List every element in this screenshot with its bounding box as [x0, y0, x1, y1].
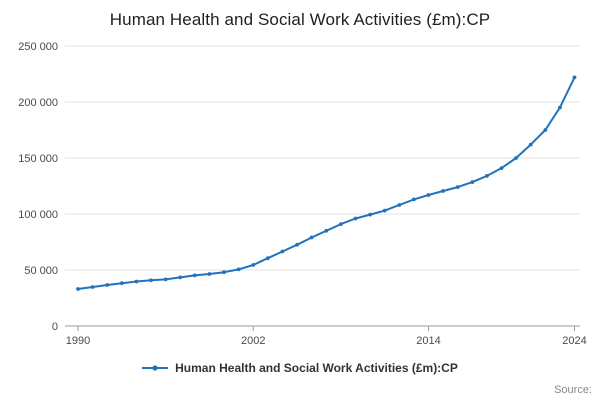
svg-text:0: 0 [52, 321, 58, 333]
source-label: Source: [554, 384, 592, 396]
svg-text:2014: 2014 [416, 335, 440, 347]
legend: Human Health and Social Work Activities … [0, 361, 600, 375]
svg-text:2002: 2002 [241, 335, 265, 347]
data-point-markers [76, 75, 577, 291]
svg-text:250 000: 250 000 [18, 41, 58, 53]
svg-text:200 000: 200 000 [18, 97, 58, 109]
legend-line-icon [142, 363, 169, 373]
y-axis-tick-labels: 0 50 000 100 000 150 000 200 000 250 000 [18, 41, 58, 333]
chart-title: Human Health and Social Work Activities … [109, 10, 491, 29]
svg-text:150 000: 150 000 [18, 153, 58, 165]
gridlines [65, 45, 580, 271]
x-axis [65, 325, 580, 331]
svg-text:2024: 2024 [562, 335, 586, 347]
data-series-line [77, 76, 576, 290]
chart-canvas: 0 50 000 100 000 150 000 200 000 250 000 1990… [18, 41, 587, 347]
x-axis-tick-labels: 1990 2002 2014 2024 [66, 335, 587, 347]
svg-text:1990: 1990 [66, 335, 90, 347]
svg-text:50 000: 50 000 [24, 265, 58, 277]
legend-label: Human Health and Social Work Activities … [175, 361, 458, 375]
svg-text:100 000: 100 000 [18, 209, 58, 221]
